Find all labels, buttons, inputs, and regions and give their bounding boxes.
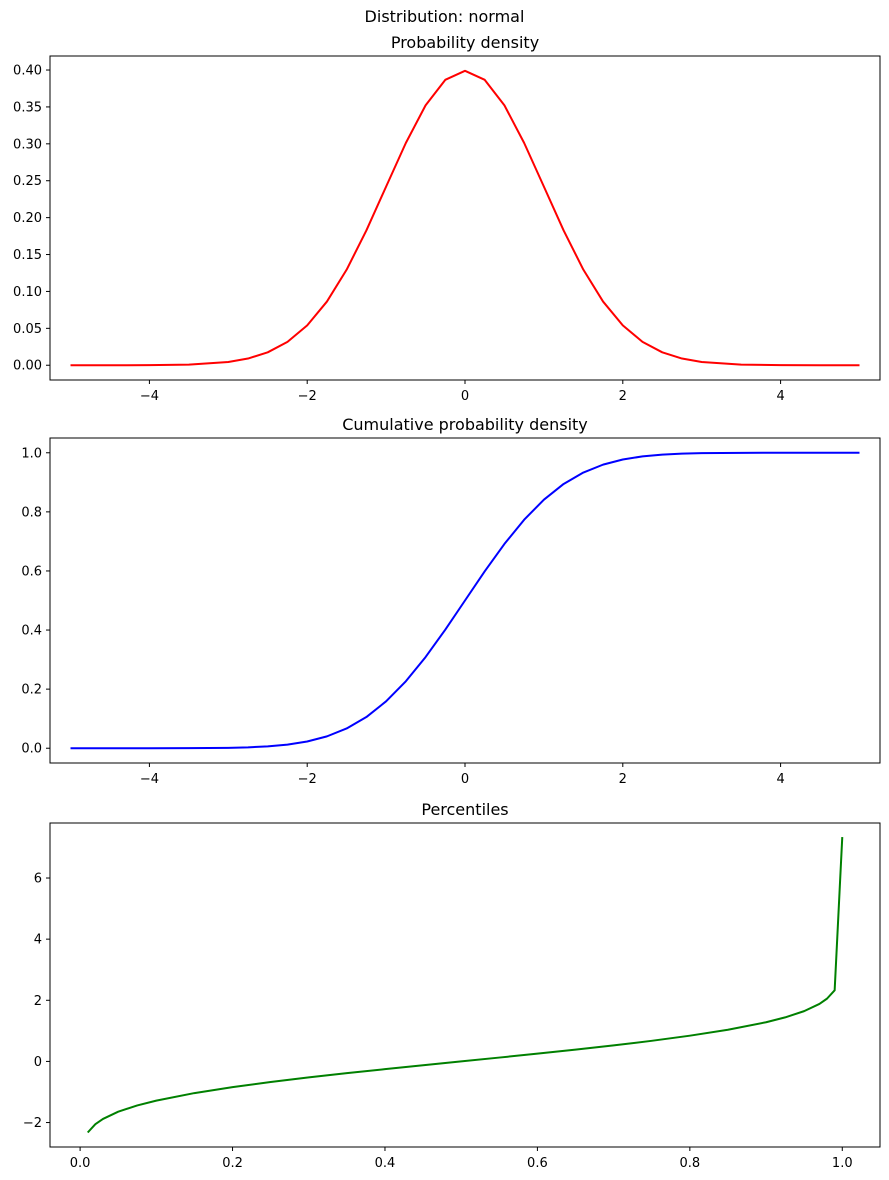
- y-tick-label: 0.40: [13, 64, 42, 79]
- x-tick-label: 0.0: [70, 1156, 91, 1171]
- x-tick-label: 0: [461, 772, 469, 787]
- series-line-2-1: [70, 451, 860, 750]
- y-tick-label: −2: [23, 1116, 42, 1131]
- y-tick-label: 6: [34, 872, 42, 887]
- y-tick-label: 0.2: [21, 683, 42, 698]
- x-tick-label: 1.0: [832, 1156, 853, 1171]
- y-tick-label: 0.4: [21, 624, 42, 639]
- series-line-1-1: [70, 69, 860, 367]
- x-tick-label: 4: [776, 389, 784, 404]
- y-tick-label: 0.15: [13, 248, 42, 263]
- figure-title: Distribution: normal: [364, 7, 525, 26]
- axes-frame-1: [49, 55, 881, 381]
- series-line-3-1: [86, 837, 844, 1134]
- y-tick-label: 0.30: [13, 137, 42, 152]
- x-tick-label: −2: [298, 389, 317, 404]
- y-tick-label: 0.05: [13, 322, 42, 337]
- subplot-title-1: Probability density: [391, 33, 539, 52]
- x-tick-label: 0: [461, 389, 469, 404]
- x-tick-label: 0.6: [527, 1156, 548, 1171]
- x-tick-label: −4: [140, 772, 159, 787]
- y-tick-label: 0.00: [13, 359, 42, 374]
- y-tick-label: 0.10: [13, 285, 42, 300]
- y-tick-label: 2: [34, 994, 42, 1009]
- x-tick-label: 2: [619, 389, 627, 404]
- x-tick-label: 0.8: [679, 1156, 700, 1171]
- subplot-title-2: Cumulative probability density: [342, 415, 588, 434]
- y-tick-label: 0.35: [13, 100, 42, 115]
- y-tick-label: 1.0: [21, 446, 42, 461]
- y-tick-label: 0.20: [13, 211, 42, 226]
- axes-frame-3: [49, 822, 881, 1148]
- y-tick-label: 0.8: [21, 505, 42, 520]
- y-tick-label: 0: [34, 1055, 42, 1070]
- x-tick-label: −4: [140, 389, 159, 404]
- subplot-title-3: Percentiles: [421, 800, 508, 819]
- y-tick-label: 0.0: [21, 742, 42, 757]
- y-tick-label: 4: [34, 933, 42, 948]
- x-tick-label: 4: [776, 772, 784, 787]
- x-tick-label: −2: [298, 772, 317, 787]
- y-tick-label: 0.25: [13, 174, 42, 189]
- x-tick-label: 0.2: [222, 1156, 243, 1171]
- x-tick-label: 0.4: [375, 1156, 396, 1171]
- y-tick-label: 0.6: [21, 564, 42, 579]
- x-tick-label: 2: [619, 772, 627, 787]
